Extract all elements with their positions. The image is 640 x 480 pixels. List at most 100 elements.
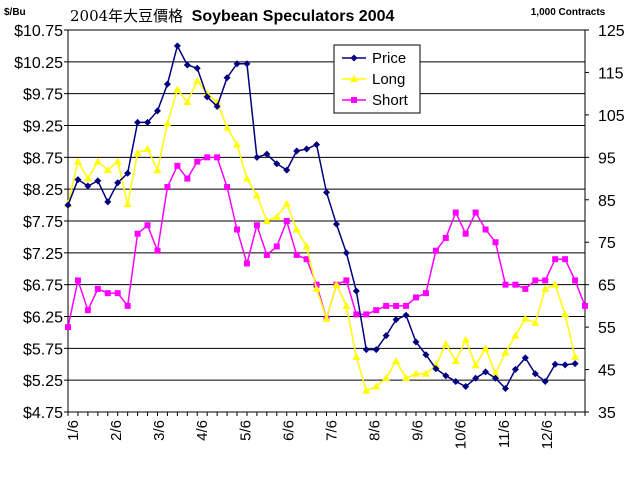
long-point bbox=[362, 386, 371, 394]
price-point bbox=[203, 93, 211, 101]
x-tick-label: 8/6 bbox=[367, 420, 384, 441]
long-point bbox=[123, 200, 132, 208]
price-point bbox=[94, 177, 102, 185]
short-point bbox=[492, 239, 499, 246]
price-point bbox=[422, 351, 430, 359]
long-point bbox=[252, 191, 261, 199]
right-tick-label: 95 bbox=[598, 150, 616, 167]
legend: Price Long Short bbox=[333, 44, 421, 114]
long-point bbox=[451, 357, 460, 365]
long-point bbox=[213, 98, 222, 106]
legend-short-label: Short bbox=[372, 92, 409, 109]
chart-title-cjk: 2004年大豆價格 bbox=[70, 7, 183, 25]
price-point bbox=[233, 60, 241, 68]
price-point bbox=[561, 361, 569, 369]
price-point bbox=[173, 42, 181, 50]
left-tick-label: $7.75 bbox=[23, 214, 63, 231]
short-point bbox=[273, 243, 280, 250]
long-point bbox=[551, 280, 560, 288]
x-tick-label: 7/6 bbox=[323, 420, 340, 441]
short-point bbox=[184, 175, 191, 182]
left-tick-label: $6.75 bbox=[23, 278, 63, 295]
legend-long-marker bbox=[350, 75, 358, 82]
right-tick-label: 45 bbox=[598, 363, 616, 380]
price-point bbox=[482, 368, 490, 376]
price-point bbox=[372, 346, 380, 354]
long-point bbox=[302, 242, 311, 250]
long-point bbox=[163, 119, 172, 127]
long-point bbox=[83, 174, 92, 182]
short-point bbox=[164, 184, 171, 191]
long-point bbox=[183, 98, 192, 106]
left-tick-label: $5.75 bbox=[23, 341, 63, 358]
short-point bbox=[482, 226, 489, 233]
long-point bbox=[113, 157, 122, 165]
price-point bbox=[332, 220, 340, 228]
short-point bbox=[134, 230, 141, 237]
price-point bbox=[144, 118, 152, 126]
price-point bbox=[551, 360, 559, 368]
price-point bbox=[452, 377, 460, 385]
price-point bbox=[243, 60, 251, 68]
x-tick-label: 3/6 bbox=[151, 420, 168, 441]
long-point bbox=[541, 284, 550, 292]
price-point bbox=[293, 147, 301, 155]
x-tick-label: 2/6 bbox=[108, 420, 125, 441]
short-point bbox=[144, 222, 151, 229]
short-point bbox=[373, 307, 380, 314]
long-point bbox=[471, 361, 480, 369]
long-point bbox=[242, 174, 251, 182]
long-point bbox=[282, 200, 291, 208]
legend-short-marker bbox=[351, 97, 357, 103]
price-point bbox=[213, 102, 221, 110]
price-point bbox=[531, 370, 539, 378]
price-point bbox=[273, 160, 281, 168]
series-long bbox=[64, 76, 580, 394]
price-point bbox=[342, 249, 350, 257]
x-tick-label: 1/6 bbox=[65, 420, 82, 441]
long-point bbox=[531, 318, 540, 326]
short-point bbox=[452, 209, 459, 216]
short-point bbox=[383, 302, 390, 309]
long-point bbox=[322, 314, 331, 322]
right-tick-label: 75 bbox=[598, 235, 616, 252]
long-point bbox=[103, 166, 112, 174]
long-point bbox=[392, 357, 401, 365]
left-axis-ticks: $10.75 $10.25 $9.75 $9.25 $8.75 $8.25 $7.75 $7.… bbox=[14, 23, 68, 422]
x-tick-label: 11/6 bbox=[496, 420, 513, 448]
long-point bbox=[73, 157, 82, 165]
legend-price-marker bbox=[350, 54, 358, 62]
short-point bbox=[124, 302, 131, 309]
short-point bbox=[204, 154, 211, 161]
price-point bbox=[153, 107, 161, 115]
left-tick-label: $4.75 bbox=[23, 405, 63, 422]
short-point bbox=[174, 162, 181, 169]
short-point bbox=[214, 154, 221, 161]
right-tick-label: 65 bbox=[598, 278, 616, 295]
long-point bbox=[312, 284, 321, 292]
short-point bbox=[283, 218, 290, 224]
price-point bbox=[84, 182, 92, 190]
long-point bbox=[352, 352, 361, 360]
x-tick-label: 4/6 bbox=[194, 420, 211, 441]
series-short-line bbox=[67, 156, 586, 328]
short-point bbox=[422, 290, 429, 297]
short-point bbox=[243, 260, 250, 267]
price-point bbox=[263, 150, 271, 158]
short-point bbox=[224, 184, 231, 191]
left-tick-label: $10.25 bbox=[14, 55, 63, 72]
short-point bbox=[65, 324, 71, 331]
price-point bbox=[392, 316, 400, 324]
short-point bbox=[462, 230, 469, 237]
long-point bbox=[153, 166, 162, 174]
price-point bbox=[124, 169, 132, 177]
long-point bbox=[421, 369, 430, 377]
price-point bbox=[442, 372, 450, 380]
x-tick-label: 9/6 bbox=[410, 420, 427, 441]
short-point bbox=[114, 290, 121, 297]
price-point bbox=[303, 145, 311, 153]
long-point bbox=[561, 310, 570, 318]
price-point bbox=[402, 311, 410, 319]
long-point bbox=[372, 382, 381, 390]
